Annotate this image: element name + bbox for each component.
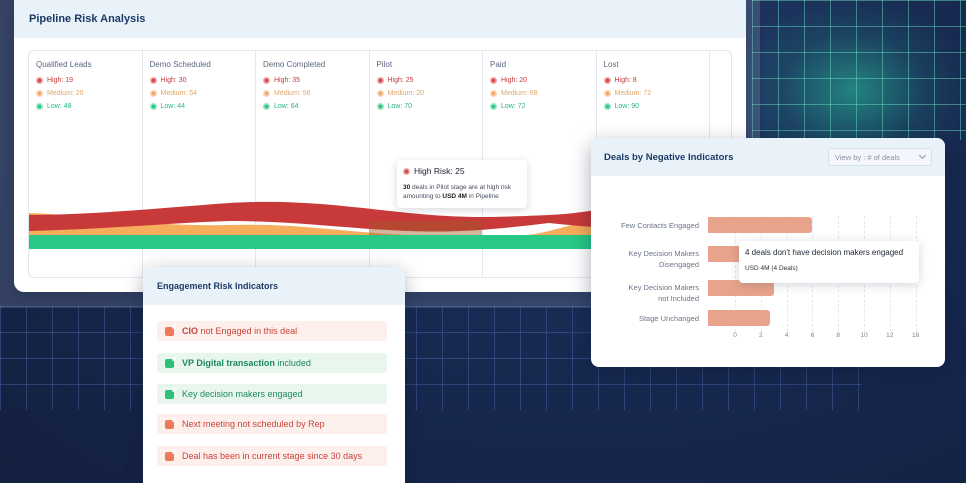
indicator-vp-digital-included[interactable]: VP Digital transaction included (157, 353, 387, 373)
risk-high: High: 19 (36, 77, 73, 84)
stage-column-qualified-leads[interactable]: Qualified Leads High: 19 Medium: 20 Low:… (29, 51, 143, 277)
negative-indicator-icon (165, 449, 176, 461)
stage-name: Lost (603, 60, 619, 69)
x-tick-label: 12 (886, 332, 894, 339)
y-category-label: Few Contacts Engaged (621, 220, 699, 230)
bar-tooltip-title: 4 deals don't have decision makers engag… (745, 248, 904, 257)
x-tick-label: 10 (860, 332, 868, 339)
stage-column-demo-scheduled[interactable]: Demo Scheduled High: 30 Medium: 54 Low: … (143, 51, 256, 277)
risk-low: Low: 72 (490, 103, 526, 110)
engagement-risk-card: Engagement Risk Indicators CIO not Engag… (143, 267, 405, 483)
risk-low: Low: 70 (376, 103, 412, 110)
stage-column-demo-completed[interactable]: Demo Completed High: 35 Medium: 56 Low: … (256, 51, 370, 277)
chart-bar[interactable] (708, 217, 813, 233)
medium-risk-dot-icon (603, 90, 611, 97)
deals-card-header: Deals by Negative Indicators View by : #… (591, 138, 945, 176)
x-tick-label: 6 (810, 332, 815, 339)
risk-medium: Medium: 20 (36, 90, 84, 97)
pilot-highlight (369, 221, 482, 235)
y-category-label: Key Decision Makers not Included (628, 283, 699, 303)
chart-bar[interactable] (708, 280, 774, 296)
risk-high: High: 35 (263, 77, 300, 84)
y-category-label: Stage Unchanged (638, 313, 699, 323)
high-risk-dot-icon (403, 167, 410, 175)
background-glow (740, 0, 966, 150)
background-green-grid (752, 0, 966, 140)
tooltip-title: High Risk: 25 (403, 166, 521, 176)
chart-bar[interactable] (708, 310, 770, 326)
pipeline-card-header: Pipeline Risk Analysis (14, 0, 746, 38)
medium-risk-dot-icon (263, 90, 270, 97)
pipeline-card-title: Pipeline Risk Analysis (29, 13, 146, 25)
risk-high: High: 20 (490, 77, 527, 84)
engagement-card-title: Engagement Risk Indicators (157, 281, 279, 291)
low-risk-band (29, 235, 731, 249)
high-risk-dot-icon (603, 77, 611, 84)
positive-indicator-icon (165, 387, 176, 399)
x-tick-label: 0 (733, 332, 737, 339)
low-risk-dot-icon (149, 103, 157, 110)
high-risk-band (29, 201, 731, 232)
x-tick-label: 16 (911, 332, 920, 339)
x-tick-label: 8 (836, 332, 840, 339)
risk-low: Low: 64 (263, 103, 299, 110)
stage-name: Paid (490, 60, 507, 69)
x-tick-label: 4 (784, 332, 789, 339)
chevron-down-icon (918, 151, 927, 160)
bar-tooltip: 4 deals don't have decision makers engag… (739, 241, 919, 283)
indicator-key-decision-makers[interactable]: Key decision makers engaged (157, 384, 387, 404)
risk-low: Low: 90 (603, 103, 639, 110)
y-category-label: Key Decision Makers Disengaged (628, 249, 699, 269)
tooltip-body: 30 deals in Pilot stage are at high risk… (403, 184, 512, 200)
view-by-dropdown[interactable]: View by : # of deals (828, 148, 932, 166)
medium-risk-band (29, 208, 731, 239)
bar-tooltip-sub: USD 4M (4 Deals) (745, 265, 798, 272)
indicator-next-meeting[interactable]: Next meeting not scheduled by Rep (157, 414, 387, 434)
risk-medium: Medium: 20 (376, 90, 424, 97)
risk-medium: Medium: 56 (263, 90, 311, 97)
stage-name: Qualified Leads (36, 60, 92, 69)
risk-high: High: 30 (149, 77, 187, 84)
low-risk-dot-icon (603, 103, 611, 110)
high-risk-tooltip: High Risk: 25 30 deals in Pilot stage ar… (397, 160, 527, 208)
deals-negative-indicators-card: Deals by Negative Indicators View by : #… (591, 138, 945, 367)
indicator-stage-duration[interactable]: Deal has been in current stage since 30 … (157, 446, 387, 466)
high-risk-dot-icon (490, 77, 497, 84)
indicator-cio-not-engaged[interactable]: CIO not Engaged in this deal (157, 321, 387, 341)
risk-low: Low: 44 (149, 103, 185, 110)
medium-risk-dot-icon (36, 90, 43, 97)
stage-name: Pilot (376, 60, 393, 69)
negative-indicator-icon (165, 417, 176, 429)
high-risk-dot-icon (263, 77, 270, 84)
risk-low: Low: 48 (36, 103, 72, 110)
negative-indicator-icon (165, 324, 176, 336)
risk-medium: Medium: 54 (149, 90, 197, 97)
low-risk-dot-icon (36, 103, 43, 110)
medium-risk-dot-icon (149, 90, 157, 97)
positive-indicator-icon (165, 356, 176, 368)
x-tick-label: 2 (758, 332, 763, 339)
low-risk-dot-icon (263, 103, 270, 110)
risk-medium: Medium: 68 (490, 90, 538, 97)
low-risk-dot-icon (490, 103, 497, 110)
medium-risk-dot-icon (376, 90, 384, 97)
deals-card-title: Deals by Negative Indicators (604, 151, 734, 163)
stage-name: Demo Completed (263, 60, 326, 69)
engagement-card-header: Engagement Risk Indicators (143, 267, 405, 305)
risk-high: High: 8 (603, 77, 637, 84)
low-risk-dot-icon (376, 103, 384, 110)
view-by-label: View by : # of deals (835, 152, 900, 162)
risk-medium: Medium: 72 (603, 90, 651, 97)
high-risk-dot-icon (376, 77, 384, 84)
high-risk-dot-icon (149, 77, 157, 84)
risk-flow-chart (29, 201, 731, 249)
high-risk-dot-icon (36, 77, 43, 84)
stage-name: Demo Scheduled (149, 60, 211, 69)
risk-high: High: 25 (376, 77, 414, 84)
chart-gridline (735, 216, 736, 332)
medium-risk-dot-icon (490, 90, 497, 97)
